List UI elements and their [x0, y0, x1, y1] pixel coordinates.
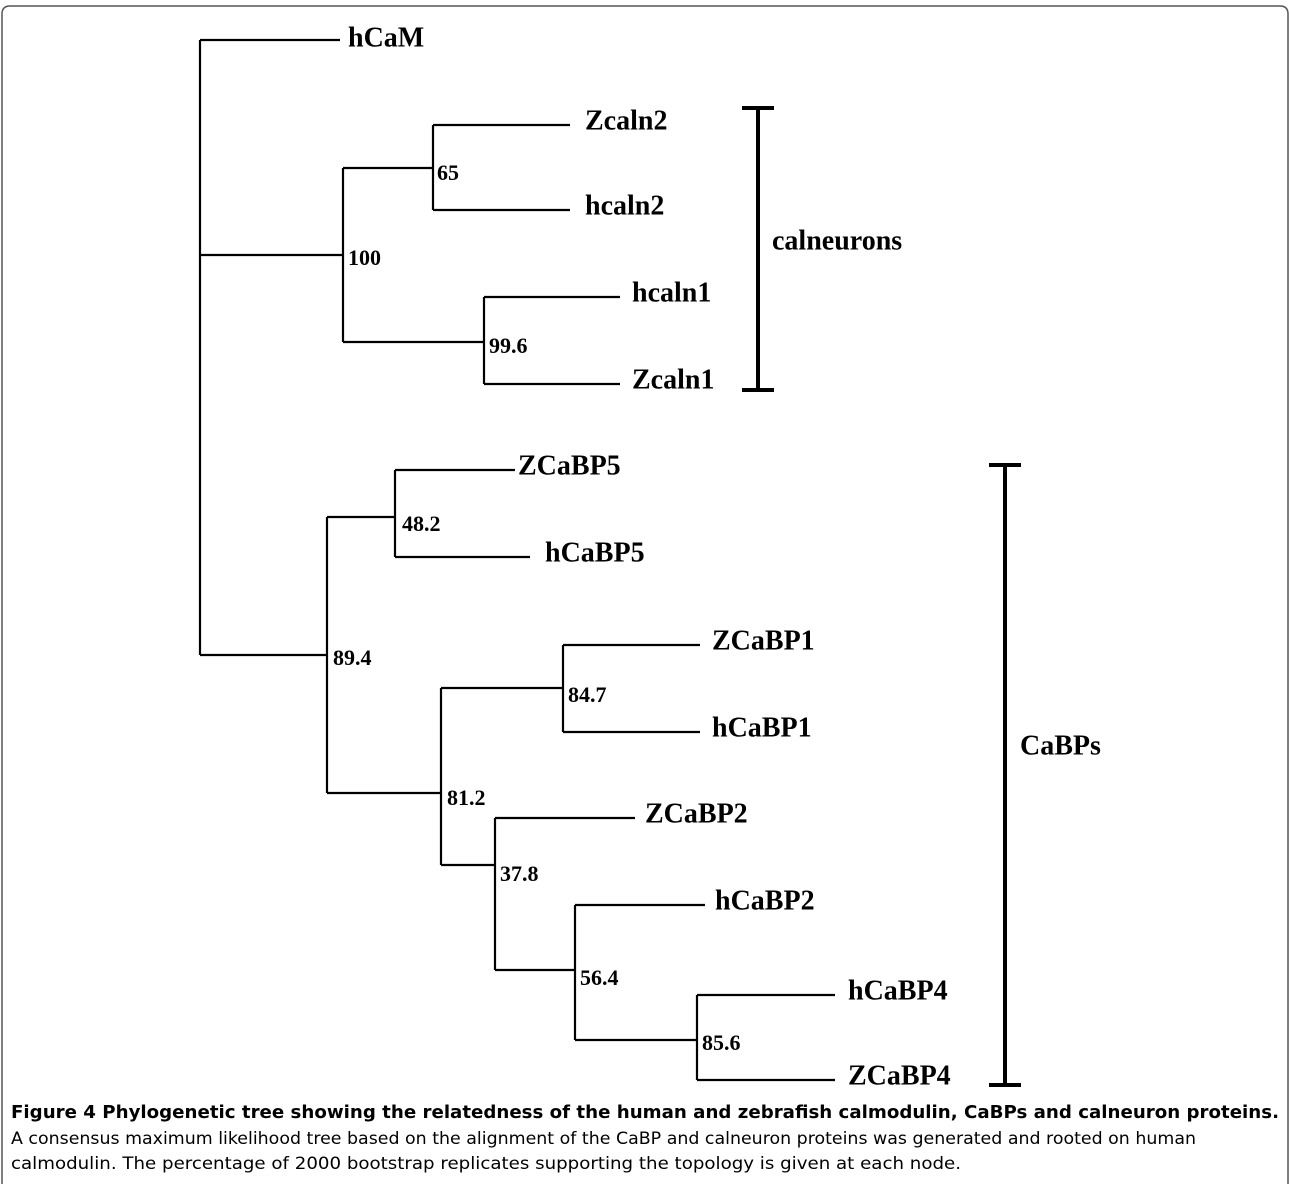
- leaf-label: ZCaBP4: [848, 1060, 951, 1091]
- clade-label: calneurons: [772, 225, 902, 256]
- leaf-label: hCaM: [348, 22, 424, 53]
- support-value: 84.7: [568, 682, 607, 707]
- leaf-label: ZCaBP1: [712, 625, 815, 656]
- support-value: 48.2: [402, 511, 441, 536]
- support-value: 99.6: [489, 333, 528, 358]
- support-value: 56.4: [580, 965, 619, 990]
- clade-bracket: [989, 463, 1021, 1087]
- tree-branches: [198, 38, 835, 1082]
- leaf-label: ZCaBP2: [645, 798, 748, 829]
- leaf-label: hcaln2: [585, 190, 664, 221]
- support-value: 100: [348, 245, 381, 270]
- support-value: 37.8: [500, 861, 539, 886]
- leaf-label: Zcaln2: [585, 105, 667, 136]
- leaf-label: hCaBP2: [715, 885, 815, 916]
- support-value: 85.6: [702, 1030, 741, 1055]
- clade-bracket: [742, 106, 774, 392]
- leaf-label: hCaBP5: [545, 537, 645, 568]
- leaf-label: ZCaBP5: [518, 450, 621, 481]
- support-value: 81.2: [447, 785, 486, 810]
- support-value: 65: [437, 160, 459, 185]
- leaf-label: hCaBP4: [848, 975, 948, 1006]
- caption-text: calmodulin. The percentage of 2000 boots…: [11, 1154, 961, 1174]
- leaf-label: hcaln1: [632, 277, 711, 308]
- caption-text: A consensus maximum likelihood tree base…: [11, 1129, 1196, 1149]
- figure-border: [1, 5, 1289, 1184]
- clade-label: CaBPs: [1020, 730, 1101, 761]
- support-value: 89.4: [333, 645, 372, 670]
- leaf-label: Zcaln1: [632, 364, 714, 395]
- caption-title: Figure 4 Phylogenetic tree showing the r…: [11, 1103, 1279, 1123]
- leaf-label: hCaBP1: [712, 712, 812, 743]
